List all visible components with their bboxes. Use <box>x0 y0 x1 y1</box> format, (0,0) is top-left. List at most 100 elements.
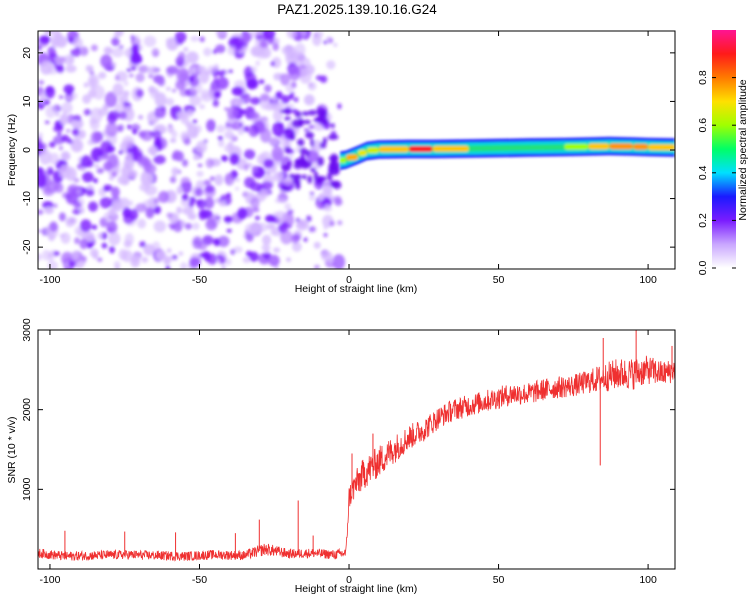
noise-blob <box>205 185 215 193</box>
noise-blob <box>81 255 87 263</box>
noise-blob <box>288 93 294 100</box>
noise-blob <box>99 197 112 209</box>
noise-blob <box>294 43 306 57</box>
noise-blob <box>178 251 184 256</box>
noise-blob <box>55 56 65 65</box>
noise-blob <box>190 35 200 42</box>
noise-blob <box>307 175 313 184</box>
noise-blob <box>216 124 225 133</box>
noise-blob <box>308 195 316 201</box>
noise-blob <box>38 209 44 215</box>
signal-hot-segment <box>346 154 358 161</box>
noise-blob <box>193 154 200 161</box>
noise-blob <box>82 171 94 183</box>
noise-blob <box>53 203 58 208</box>
noise-blob <box>337 103 342 110</box>
noise-blob <box>278 122 284 129</box>
noise-blob <box>242 256 251 264</box>
noise-blob <box>171 88 177 93</box>
y-tick-label: 2000 <box>21 398 33 422</box>
noise-blob <box>150 65 158 75</box>
noise-blob <box>330 180 341 186</box>
noise-blob <box>196 199 207 210</box>
noise-blob <box>308 226 317 233</box>
snr-frame <box>37 329 676 570</box>
noise-blob <box>135 203 147 213</box>
noise-blob <box>100 54 113 68</box>
noise-blob <box>274 198 282 204</box>
noise-blob <box>333 42 338 48</box>
noise-blob <box>85 189 95 197</box>
noise-blob <box>279 109 292 114</box>
noise-blob <box>97 257 103 262</box>
colorbar-tick-label: 0.4 <box>697 165 709 180</box>
noise-blob <box>301 111 310 116</box>
signal-hot-segment <box>588 143 610 150</box>
noise-blob <box>130 255 141 263</box>
noise-blob <box>295 36 303 42</box>
noise-blob <box>38 167 44 174</box>
noise-blob <box>45 120 50 124</box>
noise-blob <box>228 180 234 185</box>
noise-blob <box>48 231 56 242</box>
noise-blob <box>165 38 173 44</box>
spectrogram-frame <box>37 30 676 270</box>
noise-blob <box>266 223 276 230</box>
noise-blob <box>184 223 193 230</box>
noise-blob <box>89 248 99 258</box>
noise-blob <box>199 36 205 43</box>
noise-blob <box>197 163 203 168</box>
noise-blob <box>214 91 221 98</box>
noise-blob <box>65 218 75 228</box>
noise-blob <box>73 37 83 49</box>
noise-blob <box>280 229 293 245</box>
noise-blob <box>98 156 104 162</box>
noise-blob <box>268 254 280 267</box>
noise-blob <box>124 48 133 58</box>
noise-blob <box>79 46 89 57</box>
noise-blob <box>103 211 112 222</box>
noise-blob <box>73 178 80 183</box>
noise-blob <box>220 69 226 75</box>
noise-blob <box>45 105 56 119</box>
noise-blob <box>307 81 317 91</box>
noise-blob <box>326 60 336 70</box>
noise-blob <box>121 177 130 186</box>
noise-blob <box>317 156 324 167</box>
noise-blob <box>181 193 189 201</box>
noise-blob <box>44 85 56 99</box>
noise-blob <box>60 232 71 244</box>
colorbar-tick-label: 0.8 <box>697 70 709 85</box>
noise-blob <box>44 31 53 35</box>
noise-blob <box>271 95 277 101</box>
noise-blob <box>323 232 328 237</box>
x-tick-label: -100 <box>39 274 60 286</box>
noise-blob <box>325 36 331 43</box>
noise-blob <box>72 208 81 215</box>
noise-blob <box>243 125 249 133</box>
noise-blob <box>245 223 258 235</box>
noise-blob <box>261 47 272 59</box>
noise-blob <box>50 31 61 36</box>
noise-blob <box>152 130 162 140</box>
noise-blob <box>218 139 225 148</box>
noise-blob <box>224 107 229 111</box>
noise-blob <box>123 158 135 170</box>
noise-blob <box>198 253 205 258</box>
noise-blob <box>72 128 80 137</box>
noise-blob <box>96 167 105 174</box>
noise-blob <box>212 99 219 107</box>
noise-blob <box>60 134 70 143</box>
noise-blob <box>139 241 146 248</box>
noise-blob <box>271 146 284 162</box>
noise-blob <box>290 174 303 180</box>
noise-blob <box>227 106 238 120</box>
figure-title: PAZ1.2025.139.10.16.G24 <box>277 2 437 17</box>
noise-blob <box>112 83 124 97</box>
noise-blob <box>129 209 139 221</box>
noise-blob <box>306 215 312 222</box>
noise-blob <box>297 118 304 127</box>
noise-blob <box>205 158 214 169</box>
noise-blob <box>107 110 120 121</box>
noise-blob <box>252 165 258 173</box>
